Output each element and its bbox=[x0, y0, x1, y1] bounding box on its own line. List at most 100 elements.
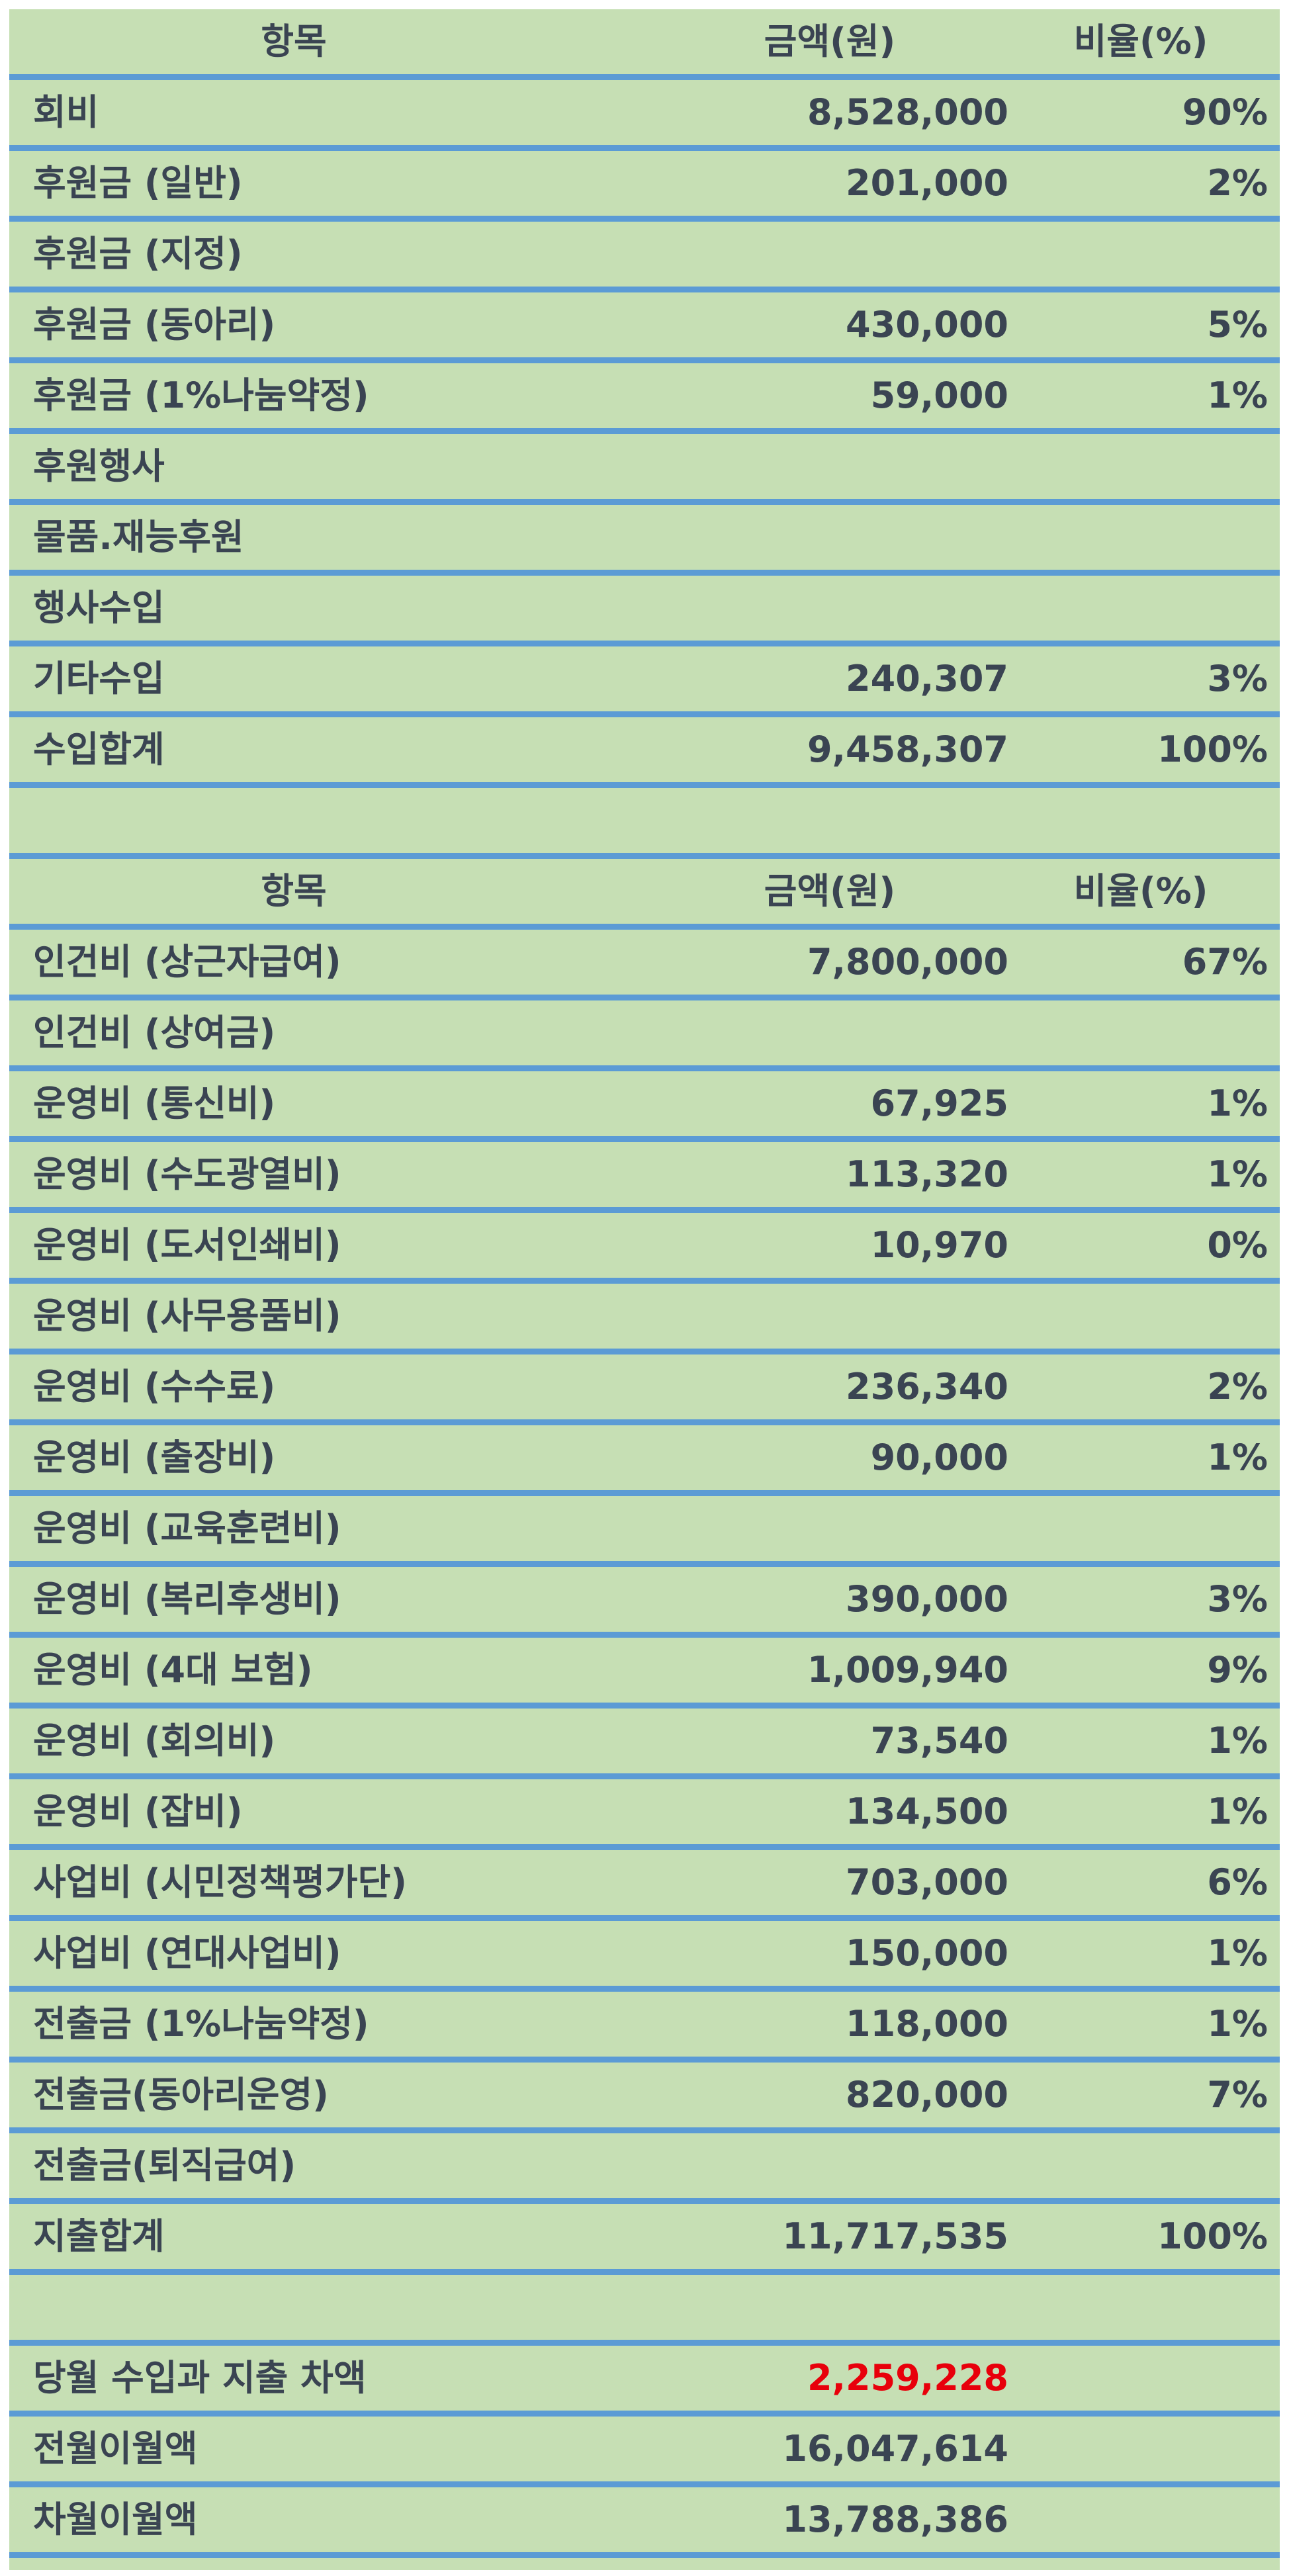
income-item-label: 후원금 (동아리) bbox=[33, 304, 276, 345]
expense-row: 지출합계 11,717,535 100% bbox=[9, 2204, 1280, 2275]
expense-amount: 150,000 bbox=[846, 1932, 1008, 1974]
income-amount: 201,000 bbox=[846, 162, 1008, 204]
expense-rows: 인건비 (상근자급여) 7,800,000 67% 인건비 (상여금) 운영비 (통신비… bbox=[9, 930, 1280, 2275]
income-header-item: 항목 bbox=[261, 21, 327, 62]
expense-ratio: 0% bbox=[1207, 1224, 1268, 1266]
summary-item-label: 차월이월액 bbox=[33, 2499, 198, 2540]
expense-ratio: 1% bbox=[1207, 1932, 1268, 1974]
expense-row: 운영비 (복리후생비) 390,000 3% bbox=[9, 1567, 1280, 1638]
expense-amount: 11,717,535 bbox=[782, 2215, 1008, 2257]
expense-row: 운영비 (도서인쇄비) 10,970 0% bbox=[9, 1213, 1280, 1284]
expense-ratio: 1% bbox=[1207, 1720, 1268, 1761]
income-amount: 59,000 bbox=[870, 375, 1008, 416]
expense-row: 운영비 (회의비) 73,540 1% bbox=[9, 1709, 1280, 1779]
expense-row: 운영비 (수도광열비) 113,320 1% bbox=[9, 1142, 1280, 1213]
expense-ratio: 7% bbox=[1207, 2074, 1268, 2115]
expense-row: 운영비 (출장비) 90,000 1% bbox=[9, 1425, 1280, 1496]
expense-header-row: 항목 금액(원) 비율(%) bbox=[9, 859, 1280, 930]
expense-amount: 1,009,940 bbox=[807, 1649, 1008, 1691]
expense-header-amount: 금액(원) bbox=[764, 870, 896, 912]
expense-row: 전출금(동아리운영) 820,000 7% bbox=[9, 2063, 1280, 2133]
income-row: 후원금 (1%나눔약정) 59,000 1% bbox=[9, 363, 1280, 434]
expense-item-label: 지출합계 bbox=[33, 2215, 165, 2257]
budget-sheet: 항목 금액(원) 비율(%) 회비 8,528,000 90% 후원금 (일반) 201… bbox=[9, 9, 1280, 2570]
summary-row: 당월 수입과 지출 차액 2,259,228 bbox=[9, 2346, 1280, 2417]
expense-ratio: 2% bbox=[1207, 1366, 1268, 1407]
income-amount: 240,307 bbox=[846, 658, 1008, 699]
expense-item-label: 운영비 (회의비) bbox=[33, 1720, 276, 1761]
expense-amount: 113,320 bbox=[846, 1153, 1008, 1195]
expense-row: 사업비 (연대사업비) 150,000 1% bbox=[9, 1921, 1280, 1992]
expense-header-item: 항목 bbox=[261, 870, 327, 912]
expense-ratio: 6% bbox=[1207, 1861, 1268, 1903]
income-row: 후원금 (지정) bbox=[9, 222, 1280, 292]
expense-item-label: 운영비 (통신비) bbox=[33, 1083, 276, 1124]
income-item-label: 회비 bbox=[33, 91, 99, 133]
income-header-amount: 금액(원) bbox=[764, 21, 896, 62]
expense-row: 운영비 (교육훈련비) bbox=[9, 1496, 1280, 1567]
expense-item-label: 운영비 (출장비) bbox=[33, 1437, 276, 1478]
expense-item-label: 전출금(퇴직급여) bbox=[33, 2145, 296, 2186]
expense-ratio: 100% bbox=[1157, 2215, 1268, 2257]
income-item-label: 수입합계 bbox=[33, 729, 165, 770]
expense-row: 운영비 (잡비) 134,500 1% bbox=[9, 1779, 1280, 1850]
income-row: 후원금 (동아리) 430,000 5% bbox=[9, 292, 1280, 363]
expense-amount: 90,000 bbox=[870, 1437, 1008, 1478]
expense-table: 항목 금액(원) 비율(%) 인건비 (상근자급여) 7,800,000 67% 인건… bbox=[9, 859, 1280, 2275]
summary-rows: 당월 수입과 지출 차액 2,259,228 전월이월액 16,047,614 차월이월… bbox=[9, 2346, 1280, 2558]
expense-amount: 134,500 bbox=[846, 1791, 1008, 1832]
expense-item-label: 사업비 (시민정책평가단) bbox=[33, 1861, 407, 1903]
income-ratio: 3% bbox=[1207, 658, 1268, 699]
expense-row: 운영비 (수수료) 236,340 2% bbox=[9, 1355, 1280, 1425]
expense-ratio: 3% bbox=[1207, 1578, 1268, 1620]
income-item-label: 물품.재능후원 bbox=[33, 516, 244, 558]
income-ratio: 5% bbox=[1207, 304, 1268, 345]
expense-row: 전출금(퇴직급여) bbox=[9, 2133, 1280, 2204]
income-item-label: 후원금 (일반) bbox=[33, 162, 243, 204]
income-item-label: 기타수입 bbox=[33, 658, 165, 699]
income-ratio: 2% bbox=[1207, 162, 1268, 204]
income-item-label: 후원행사 bbox=[33, 445, 165, 487]
expense-amount: 10,970 bbox=[870, 1224, 1008, 1266]
expense-item-label: 전출금(동아리운영) bbox=[33, 2074, 329, 2115]
expense-amount: 703,000 bbox=[846, 1861, 1008, 1903]
income-ratio: 90% bbox=[1182, 91, 1268, 133]
expense-item-label: 인건비 (상근자급여) bbox=[33, 941, 341, 983]
income-item-label: 후원금 (지정) bbox=[33, 233, 243, 275]
income-row: 기타수입 240,307 3% bbox=[9, 646, 1280, 717]
income-amount: 9,458,307 bbox=[807, 729, 1008, 770]
expense-item-label: 운영비 (교육훈련비) bbox=[33, 1507, 341, 1549]
income-item-label: 후원금 (1%나눔약정) bbox=[33, 375, 369, 416]
income-table: 항목 금액(원) 비율(%) 회비 8,528,000 90% 후원금 (일반) 201… bbox=[9, 9, 1280, 788]
income-row: 후원행사 bbox=[9, 434, 1280, 505]
summary-row: 차월이월액 13,788,386 bbox=[9, 2487, 1280, 2558]
expense-ratio: 1% bbox=[1207, 1437, 1268, 1478]
summary-amount: 13,788,386 bbox=[782, 2499, 1008, 2540]
expense-row: 운영비 (통신비) 67,925 1% bbox=[9, 1071, 1280, 1142]
income-ratio: 100% bbox=[1157, 729, 1268, 770]
expense-amount: 820,000 bbox=[846, 2074, 1008, 2115]
income-item-label: 행사수입 bbox=[33, 587, 165, 629]
summary-amount: 16,047,614 bbox=[782, 2428, 1008, 2469]
summary-amount: 2,259,228 bbox=[807, 2357, 1008, 2399]
expense-item-label: 운영비 (4대 보험) bbox=[33, 1649, 313, 1691]
income-header-ratio: 비율(%) bbox=[1073, 21, 1208, 62]
summary-item-label: 당월 수입과 지출 차액 bbox=[33, 2357, 367, 2399]
income-header-row: 항목 금액(원) 비율(%) bbox=[9, 9, 1280, 80]
expense-item-label: 운영비 (사무용품비) bbox=[33, 1295, 341, 1337]
income-ratio: 1% bbox=[1207, 375, 1268, 416]
summary-table: 당월 수입과 지출 차액 2,259,228 전월이월액 16,047,614 차월이월… bbox=[9, 2346, 1280, 2558]
summary-row: 전월이월액 16,047,614 bbox=[9, 2417, 1280, 2487]
expense-amount: 73,540 bbox=[870, 1720, 1008, 1761]
expense-item-label: 사업비 (연대사업비) bbox=[33, 1932, 341, 1974]
expense-row: 전출금 (1%나눔약정) 118,000 1% bbox=[9, 1992, 1280, 2063]
expense-amount: 7,800,000 bbox=[807, 941, 1008, 983]
expense-item-label: 전출금 (1%나눔약정) bbox=[33, 2003, 369, 2045]
expense-ratio: 1% bbox=[1207, 2003, 1268, 2045]
expense-ratio: 1% bbox=[1207, 1153, 1268, 1195]
expense-row: 운영비 (4대 보험) 1,009,940 9% bbox=[9, 1638, 1280, 1709]
expense-item-label: 운영비 (복리후생비) bbox=[33, 1578, 341, 1620]
section-gap bbox=[9, 2275, 1280, 2346]
expense-item-label: 운영비 (도서인쇄비) bbox=[33, 1224, 341, 1266]
expense-row: 운영비 (사무용품비) bbox=[9, 1284, 1280, 1355]
